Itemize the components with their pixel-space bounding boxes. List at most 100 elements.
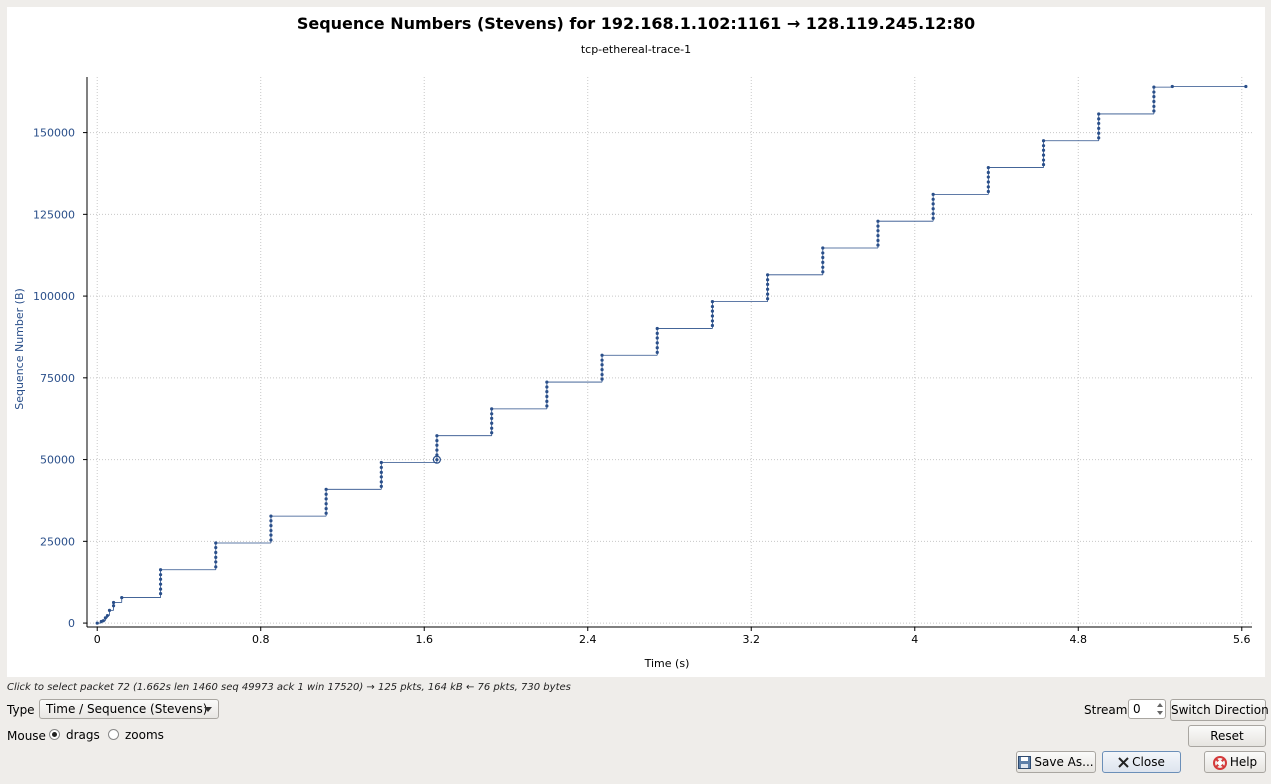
seq-point[interactable]	[821, 265, 825, 269]
seq-point[interactable]	[600, 368, 604, 372]
seq-point[interactable]	[545, 380, 549, 384]
seq-point[interactable]	[324, 497, 328, 501]
seq-point[interactable]	[269, 519, 273, 523]
seq-point[interactable]	[655, 331, 659, 335]
graph-canvas[interactable]: Sequence Numbers (Stevens) for 192.168.1…	[7, 7, 1265, 677]
seq-point[interactable]	[324, 492, 328, 496]
seq-point[interactable]	[95, 621, 99, 625]
spin-down-icon[interactable]	[1157, 711, 1163, 715]
seq-point[interactable]	[435, 439, 439, 443]
seq-point[interactable]	[986, 189, 990, 194]
seq-point[interactable]	[931, 212, 935, 216]
seq-point[interactable]	[490, 416, 494, 420]
seq-point[interactable]	[269, 533, 273, 537]
seq-point[interactable]	[876, 219, 880, 223]
save-as-button[interactable]: Save As...	[1016, 751, 1096, 773]
seq-point[interactable]	[105, 613, 110, 618]
seq-point[interactable]	[766, 273, 770, 277]
mouse-drags-label[interactable]: drags	[66, 728, 100, 742]
seq-point[interactable]	[1041, 158, 1046, 162]
seq-point[interactable]	[379, 484, 383, 488]
seq-point[interactable]	[158, 568, 163, 572]
seq-point[interactable]	[103, 616, 107, 620]
seq-point[interactable]	[710, 304, 715, 309]
seq-point[interactable]	[710, 309, 715, 313]
seq-point[interactable]	[107, 608, 112, 612]
seq-point[interactable]	[269, 528, 273, 533]
seq-point[interactable]	[876, 238, 880, 243]
seq-point[interactable]	[710, 323, 715, 328]
seq-point[interactable]	[1152, 85, 1156, 89]
seq-point[interactable]	[766, 282, 770, 286]
seq-point[interactable]	[766, 297, 770, 301]
seq-point[interactable]	[1097, 112, 1101, 116]
seq-point[interactable]	[1152, 104, 1156, 109]
switch-direction-button[interactable]: Switch Direction	[1170, 699, 1269, 721]
seq-point[interactable]	[655, 346, 659, 350]
graph-panel[interactable]: Sequence Numbers (Stevens) for 192.168.1…	[7, 7, 1265, 677]
seq-point[interactable]	[710, 319, 715, 323]
seq-point[interactable]	[931, 216, 935, 220]
seq-point[interactable]	[710, 300, 715, 304]
seq-point[interactable]	[1041, 148, 1046, 152]
selected-packet-marker[interactable]	[432, 455, 442, 464]
seq-point[interactable]	[324, 487, 328, 491]
seq-point[interactable]	[821, 246, 825, 250]
seq-point[interactable]	[1152, 109, 1156, 113]
seq-point[interactable]	[1152, 90, 1156, 94]
seq-point[interactable]	[600, 363, 604, 367]
mouse-zooms-label[interactable]: zooms	[125, 728, 164, 742]
seq-point[interactable]	[600, 353, 604, 357]
seq-point[interactable]	[1170, 84, 1174, 89]
seq-point[interactable]	[435, 434, 439, 438]
seq-point[interactable]	[1097, 117, 1101, 121]
seq-point[interactable]	[1152, 95, 1156, 99]
sequence-series[interactable]	[95, 84, 1248, 625]
seq-point[interactable]	[435, 448, 439, 452]
seq-point[interactable]	[876, 233, 880, 238]
seq-point[interactable]	[545, 404, 549, 408]
seq-point[interactable]	[821, 260, 825, 265]
seq-point[interactable]	[600, 358, 604, 362]
seq-point[interactable]	[931, 202, 935, 206]
seq-point[interactable]	[158, 573, 163, 577]
seq-point[interactable]	[655, 336, 659, 340]
seq-point[interactable]	[766, 278, 770, 282]
seq-point[interactable]	[931, 192, 935, 196]
seq-point[interactable]	[379, 475, 383, 479]
seq-point[interactable]	[1041, 139, 1046, 143]
seq-point[interactable]	[120, 595, 124, 600]
seq-point[interactable]	[545, 385, 549, 389]
seq-point[interactable]	[379, 465, 383, 470]
seq-point[interactable]	[986, 175, 990, 179]
seq-point[interactable]	[1097, 131, 1101, 135]
seq-point[interactable]	[158, 582, 163, 586]
seq-point[interactable]	[1097, 121, 1101, 126]
seq-point[interactable]	[600, 372, 604, 377]
seq-point[interactable]	[931, 197, 935, 201]
seq-point[interactable]	[931, 207, 935, 211]
close-button[interactable]: Close	[1102, 751, 1181, 773]
seq-point[interactable]	[655, 350, 659, 354]
seq-point[interactable]	[490, 407, 494, 411]
seq-point[interactable]	[324, 502, 328, 506]
seq-point[interactable]	[986, 170, 990, 175]
seq-point[interactable]	[1041, 144, 1046, 148]
seq-point[interactable]	[214, 560, 218, 564]
seq-point[interactable]	[158, 592, 163, 596]
seq-point[interactable]	[269, 524, 273, 528]
seq-point[interactable]	[490, 421, 494, 425]
seq-point[interactable]	[435, 458, 439, 462]
seq-point[interactable]	[379, 460, 383, 465]
seq-point[interactable]	[214, 550, 218, 555]
seq-point[interactable]	[435, 443, 439, 447]
seq-point[interactable]	[821, 270, 825, 274]
seq-point[interactable]	[1097, 136, 1101, 140]
seq-point[interactable]	[545, 394, 549, 399]
seq-point[interactable]	[324, 507, 328, 511]
seq-point[interactable]	[986, 185, 990, 189]
help-button[interactable]: Help	[1204, 751, 1266, 773]
seq-point[interactable]	[158, 577, 163, 581]
stream-spinbox[interactable]: 0	[1128, 699, 1166, 719]
seq-point[interactable]	[545, 399, 549, 403]
